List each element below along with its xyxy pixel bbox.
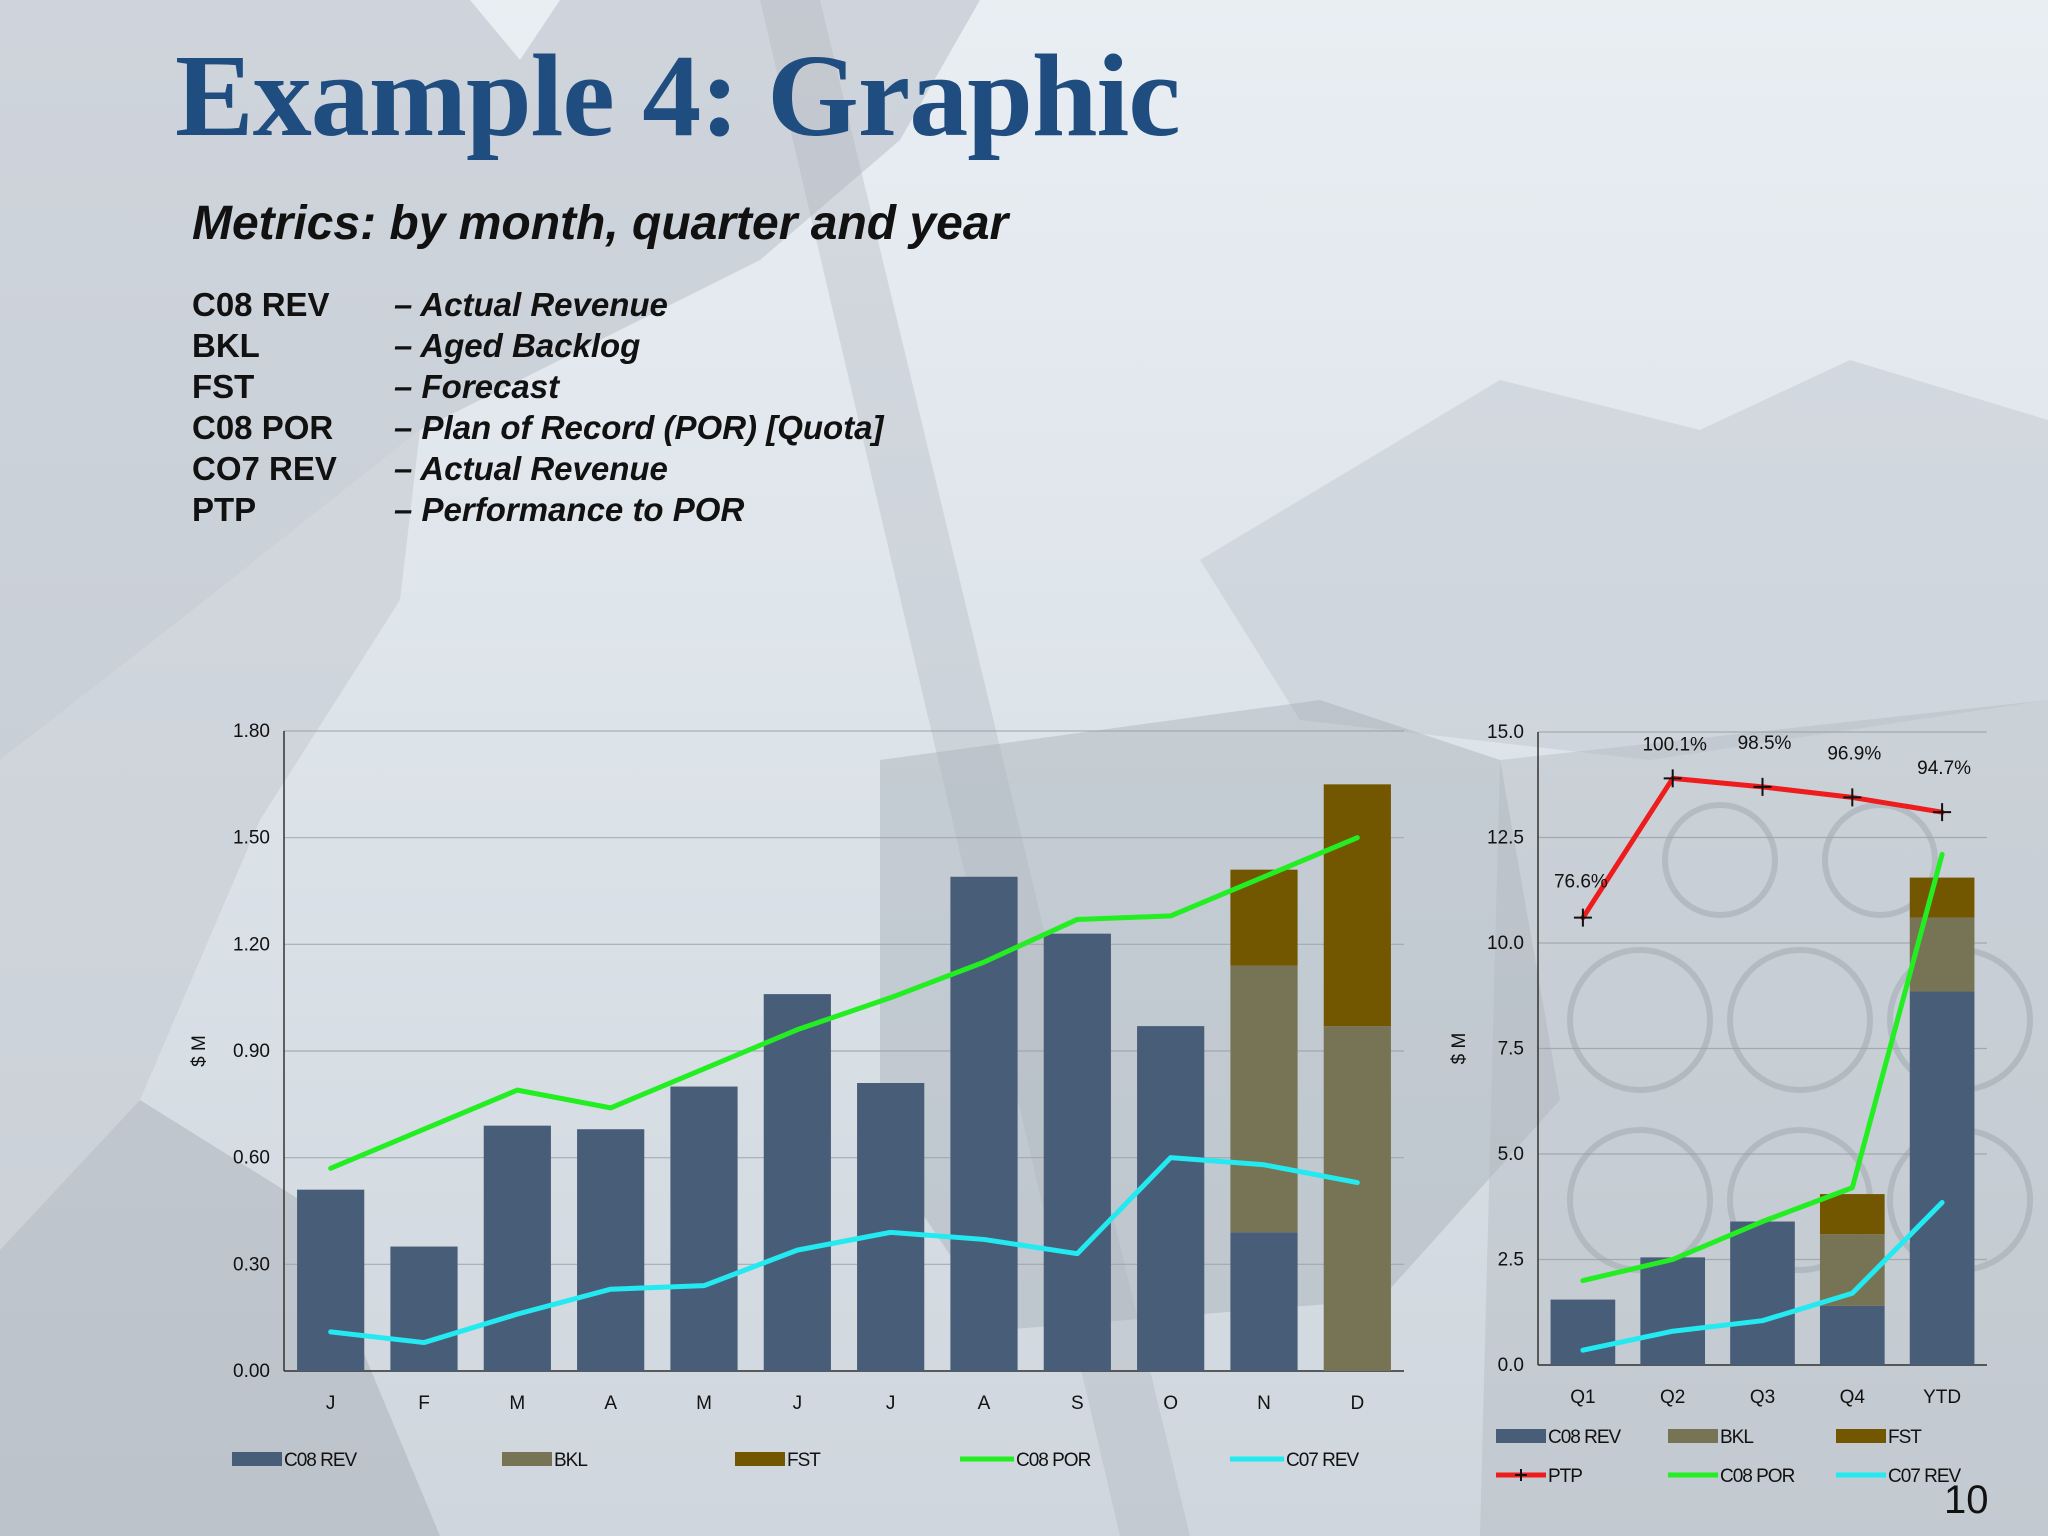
point-c08-por (1263, 876, 1265, 878)
point-c07-rev (983, 1238, 985, 1240)
point-c08-por (703, 1068, 705, 1070)
bar-c08-rev (297, 1189, 365, 1371)
definition-row: C08 REV – Actual Revenue (192, 286, 884, 327)
point-c08-por (610, 1107, 612, 1109)
point-c08-por (796, 1029, 798, 1031)
definition-term: C08 REV (192, 286, 330, 323)
y-tick-label: 1.80 (233, 721, 270, 742)
y-tick-label: 1.20 (233, 934, 270, 955)
y-tick-label: 0.30 (233, 1254, 270, 1275)
bar-c08-rev (1043, 933, 1111, 1371)
bar-c08-rev (1137, 1026, 1205, 1371)
point-c08-por (983, 961, 985, 963)
point-c08-por (423, 1128, 425, 1130)
legend-swatch-c08-rev (232, 1452, 282, 1466)
definition-row: C08 POR – Plan of Record (POR) [Quota] (192, 409, 884, 450)
x-tick-label: A (978, 1393, 991, 1414)
point-c08-por (1356, 837, 1358, 839)
y-axis-label: $ M (189, 1035, 210, 1067)
bar-c08-rev (1230, 1232, 1298, 1371)
point-c07-rev (423, 1342, 425, 1344)
point-c07-rev (330, 1331, 332, 1333)
point-c08-por (516, 1089, 518, 1091)
definition-desc: – Plan of Record (POR) [Quota] (394, 409, 884, 446)
x-tick-label: J (886, 1393, 896, 1414)
definition-row: FST – Forecast (192, 368, 884, 409)
definition-desc: – Performance to POR (394, 491, 745, 528)
bar-c08-rev (577, 1129, 645, 1371)
point-c07-rev (890, 1231, 892, 1233)
x-tick-label: F (418, 1393, 430, 1414)
point-c07-rev (703, 1285, 705, 1287)
definition-row: PTP – Performance to POR (192, 491, 884, 532)
definition-term: CO7 REV (192, 450, 337, 487)
legend-label-bkl: BKL (554, 1450, 587, 1471)
bar-bkl (1230, 965, 1298, 1233)
definition-desc: – Actual Revenue (394, 450, 668, 487)
x-tick-label: O (1163, 1393, 1178, 1414)
legend-label-c07-rev: C07 REV (1286, 1450, 1360, 1471)
y-tick-label: 0.90 (233, 1041, 270, 1062)
definition-row: CO7 REV – Actual Revenue (192, 450, 884, 491)
legend-label-c08-rev: C08 REV (284, 1450, 358, 1471)
x-tick-label: J (793, 1393, 803, 1414)
definition-term: FST (192, 368, 255, 405)
x-tick-label: J (326, 1393, 336, 1414)
y-tick-label: 1.50 (233, 828, 270, 849)
bar-fst (1323, 784, 1391, 1027)
point-c07-rev (1263, 1164, 1265, 1166)
y-tick-label: 0.60 (233, 1148, 270, 1169)
definition-row: BKL – Aged Backlog (192, 327, 884, 368)
point-c07-rev (610, 1288, 612, 1290)
legend-label-c08-por: C08 POR (1016, 1450, 1091, 1471)
page-number: 10 (1944, 1478, 1989, 1522)
point-c08-por (1076, 918, 1078, 920)
legend-label-fst: FST (787, 1450, 821, 1471)
x-tick-label: M (509, 1393, 525, 1414)
slide-subtitle: Metrics: by month, quarter and year (192, 197, 1009, 250)
x-tick-label: A (604, 1393, 617, 1414)
definition-term: C08 POR (192, 409, 334, 446)
slide-title: Example 4: Graphic (175, 30, 1181, 161)
definition-desc: – Actual Revenue (394, 286, 668, 323)
x-tick-label: D (1350, 1393, 1364, 1414)
legend-swatch-bkl (502, 1452, 552, 1466)
bar-c08-rev (857, 1083, 925, 1371)
point-c07-rev (796, 1249, 798, 1251)
point-c07-rev (1076, 1253, 1078, 1255)
legend-swatch-fst (735, 1452, 785, 1466)
definition-term: BKL (192, 327, 260, 364)
x-tick-label: N (1257, 1393, 1271, 1414)
bar-c08-rev (483, 1125, 551, 1371)
bar-c08-rev (950, 876, 1018, 1371)
point-c07-rev (1170, 1157, 1172, 1159)
point-c08-por (1170, 915, 1172, 917)
metric-definitions: C08 REV – Actual Revenue BKL – Aged Backlo… (192, 286, 884, 532)
point-c07-rev (516, 1313, 518, 1315)
bar-c08-rev (763, 994, 831, 1371)
line-c07-rev (328, 1155, 1360, 1346)
x-tick-label: M (696, 1393, 712, 1414)
y-tick-label: 0.00 (233, 1361, 270, 1382)
bar-c08-rev (670, 1086, 738, 1371)
point-c08-por (330, 1167, 332, 1169)
definition-desc: – Aged Backlog (394, 327, 641, 364)
x-tick-label: S (1071, 1393, 1084, 1414)
point-c08-por (890, 997, 892, 999)
definition-term: PTP (192, 491, 257, 528)
bar-bkl (1323, 1026, 1391, 1371)
line-c08-por (328, 835, 1360, 1171)
definition-desc: – Forecast (394, 368, 560, 405)
point-c07-rev (1356, 1182, 1358, 1184)
bar-c08-rev (390, 1246, 458, 1371)
